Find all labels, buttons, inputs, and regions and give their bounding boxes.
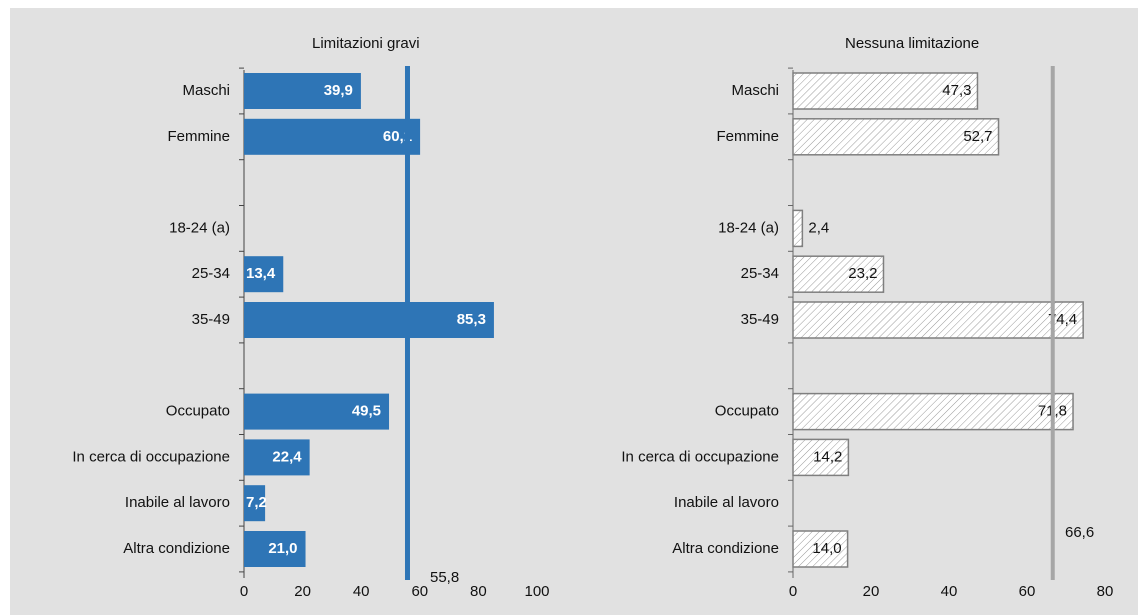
bar — [244, 73, 361, 109]
value-label: 7,2 — [246, 494, 267, 511]
y-tick-label: Occupato — [166, 403, 230, 420]
bar — [792, 118, 1000, 156]
value-label: 39,9 — [324, 82, 353, 99]
value-label: 85,3 — [457, 311, 486, 328]
reference-label: 66,6 — [1065, 524, 1094, 541]
x-tick-label: 80 — [470, 583, 487, 600]
y-tick-label: 35-49 — [741, 311, 779, 328]
value-label: 13,4 — [246, 265, 276, 282]
y-tick-label: 18-24 (a) — [718, 219, 779, 236]
bar — [792, 301, 1084, 339]
bar — [244, 485, 266, 522]
y-tick-label: 25-34 — [192, 265, 230, 282]
y-tick-label: 25-34 — [741, 265, 779, 282]
x-tick-label: 60 — [1019, 583, 1036, 600]
y-tick-label: Altra condizione — [672, 540, 779, 557]
bar — [792, 392, 1074, 431]
bar — [244, 302, 494, 338]
x-tick-label: 0 — [789, 583, 797, 600]
value-label: 74,4 — [1048, 311, 1077, 328]
value-label: 22,4 — [272, 448, 302, 465]
value-label: 47,3 — [942, 82, 971, 99]
x-tick-label: 20 — [863, 583, 880, 600]
y-tick-label: 18-24 (a) — [169, 219, 230, 236]
value-label: 2,4 — [808, 219, 829, 236]
bar — [244, 118, 421, 155]
y-tick-label: In cerca di occupazione — [72, 448, 230, 465]
y-tick-label: Inabile al lavoro — [125, 494, 230, 511]
value-label: 21,0 — [268, 540, 297, 557]
value-label: 14,2 — [813, 448, 842, 465]
y-tick-label: Maschi — [182, 82, 230, 99]
x-tick-label: 40 — [941, 583, 958, 600]
bar — [792, 255, 885, 293]
y-tick-label: Femmine — [716, 128, 779, 145]
chart-title: Nessuna limitazione — [845, 35, 979, 52]
x-tick-label: 100 — [524, 583, 549, 600]
x-tick-label: 20 — [294, 583, 311, 600]
x-tick-label: 80 — [1097, 583, 1114, 600]
bar — [792, 209, 804, 248]
bar — [792, 530, 849, 568]
bar — [244, 256, 284, 293]
x-tick-label: 60 — [411, 583, 428, 600]
reference-label: 55,8 — [430, 569, 459, 586]
value-label: 14,0 — [812, 540, 841, 557]
x-tick-label: 0 — [240, 583, 248, 600]
y-tick-label: Occupato — [715, 403, 779, 420]
y-tick-label: Inabile al lavoro — [674, 494, 779, 511]
y-tick-label: Altra condizione — [123, 540, 230, 557]
value-label: 52,7 — [963, 128, 992, 145]
bar — [792, 72, 979, 110]
y-tick-label: 35-49 — [192, 311, 230, 328]
value-label: 23,2 — [848, 265, 877, 282]
bar — [792, 438, 850, 477]
value-label: 49,5 — [352, 403, 381, 420]
bar — [244, 531, 306, 567]
bar — [244, 439, 310, 476]
x-tick-label: 40 — [353, 583, 370, 600]
value-label: 60,1 — [383, 128, 412, 145]
y-tick-label: In cerca di occupazione — [621, 448, 779, 465]
bar — [244, 393, 390, 430]
y-tick-label: Femmine — [167, 128, 230, 145]
chart-title: Limitazioni gravi — [312, 35, 420, 52]
y-tick-label: Maschi — [731, 82, 779, 99]
